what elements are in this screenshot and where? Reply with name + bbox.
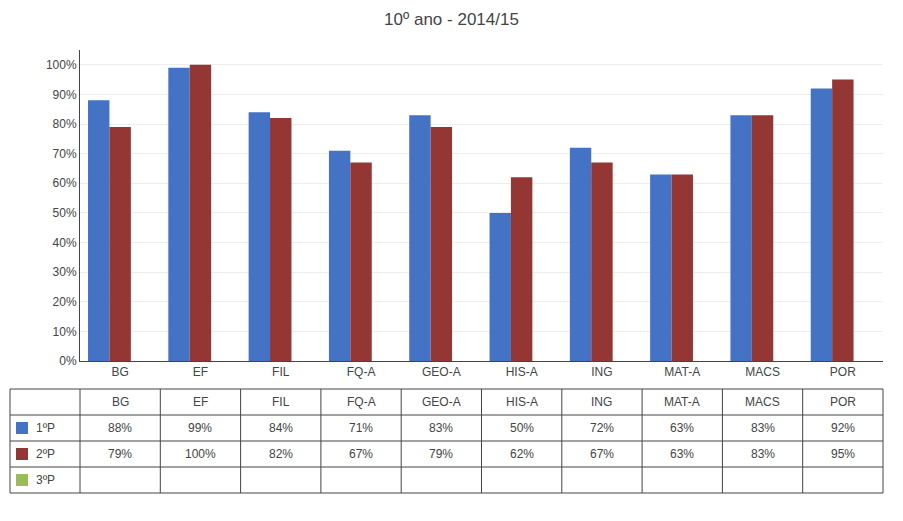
svg-text:62%: 62%: [510, 447, 534, 461]
svg-text:0%: 0%: [59, 354, 77, 368]
svg-text:50%: 50%: [510, 421, 534, 435]
svg-text:10º ano - 2014/15: 10º ano - 2014/15: [384, 10, 519, 29]
svg-text:MAT-A: MAT-A: [664, 395, 700, 409]
svg-text:MAT-A: MAT-A: [664, 365, 700, 379]
svg-text:20%: 20%: [53, 295, 77, 309]
svg-text:EF: EF: [193, 395, 208, 409]
svg-text:82%: 82%: [269, 447, 293, 461]
svg-text:63%: 63%: [670, 447, 694, 461]
svg-text:79%: 79%: [108, 447, 132, 461]
svg-text:84%: 84%: [269, 421, 293, 435]
svg-text:90%: 90%: [53, 88, 77, 102]
svg-text:99%: 99%: [188, 421, 212, 435]
svg-text:60%: 60%: [53, 176, 77, 190]
svg-text:EF: EF: [193, 365, 208, 379]
svg-text:30%: 30%: [53, 265, 77, 279]
svg-text:BG: BG: [112, 395, 129, 409]
svg-text:GEO-A: GEO-A: [422, 395, 461, 409]
svg-text:MACS: MACS: [745, 395, 780, 409]
svg-text:100%: 100%: [185, 447, 216, 461]
svg-text:88%: 88%: [108, 421, 132, 435]
svg-text:HIS-A: HIS-A: [506, 365, 538, 379]
svg-text:1ºP: 1ºP: [36, 421, 55, 435]
svg-text:67%: 67%: [590, 447, 614, 461]
svg-text:70%: 70%: [53, 147, 77, 161]
svg-text:40%: 40%: [53, 236, 77, 250]
svg-text:95%: 95%: [831, 447, 855, 461]
svg-text:79%: 79%: [429, 447, 453, 461]
svg-text:80%: 80%: [53, 117, 77, 131]
svg-text:GEO-A: GEO-A: [422, 365, 461, 379]
svg-text:72%: 72%: [590, 421, 614, 435]
svg-text:83%: 83%: [429, 421, 453, 435]
svg-text:50%: 50%: [53, 206, 77, 220]
svg-text:83%: 83%: [751, 421, 775, 435]
svg-text:MACS: MACS: [745, 365, 780, 379]
svg-text:10%: 10%: [53, 325, 77, 339]
svg-text:3ºP: 3ºP: [36, 473, 55, 487]
svg-text:2ºP: 2ºP: [36, 447, 55, 461]
svg-text:67%: 67%: [349, 447, 373, 461]
svg-text:BG: BG: [111, 365, 128, 379]
svg-text:ING: ING: [591, 395, 612, 409]
svg-text:71%: 71%: [349, 421, 373, 435]
svg-text:POR: POR: [830, 395, 856, 409]
svg-text:ING: ING: [591, 365, 612, 379]
svg-text:POR: POR: [830, 365, 856, 379]
svg-text:92%: 92%: [831, 421, 855, 435]
svg-text:FIL: FIL: [272, 365, 290, 379]
svg-text:HIS-A: HIS-A: [506, 395, 538, 409]
svg-text:FQ-A: FQ-A: [347, 395, 376, 409]
svg-text:100%: 100%: [46, 58, 77, 72]
svg-text:63%: 63%: [670, 421, 694, 435]
svg-text:83%: 83%: [751, 447, 775, 461]
svg-text:FIL: FIL: [272, 395, 290, 409]
svg-text:FQ-A: FQ-A: [347, 365, 376, 379]
